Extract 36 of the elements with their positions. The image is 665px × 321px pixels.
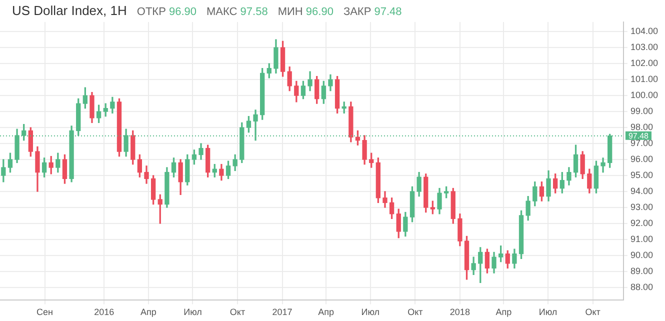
candlestick [600,158,606,173]
x-tick-label: Апр [318,307,334,318]
text: ЗАКР 97.48 [343,6,402,18]
y-tick-label: 98.00 [630,122,654,132]
y-tick-label: 88.00 [630,282,654,292]
y-tick-label: 96.00 [630,154,654,164]
y-tick-label: 90.00 [630,250,654,260]
x-tick-label: Апр [496,307,512,318]
y-tick-label: 89.00 [630,266,654,276]
x-tick-label: 2016 [94,307,114,318]
x-tick-label: Окт [230,307,246,318]
chart-title: US Dollar Index, 1H [12,3,127,18]
x-tick-label: Июл [538,307,558,318]
y-tick-label: 99.00 [630,106,654,116]
y-tick-label: 100.00 [630,90,658,100]
y-tick-label: 94.00 [630,186,654,196]
y-tick-label: 92.00 [630,218,654,228]
y-tick-label: 101.00 [630,74,658,84]
text: МАКС 97.58 [206,6,268,18]
x-tick-label: 2017 [272,307,292,318]
x-tick-label: Сен [36,307,54,318]
x-tick-label: Апр [140,307,156,318]
y-tick-label: 93.00 [630,202,654,212]
y-tick-label: 103.00 [630,42,658,52]
x-tick-label: Июл [361,307,380,318]
x-tick-label: Июл [184,307,202,318]
text: ОТКР 96.90 [136,6,196,18]
text: МИН 96.90 [278,6,334,18]
y-tick-label: 95.00 [630,170,654,180]
y-tick-label: 102.00 [630,58,658,68]
x-tick-label: Окт [408,307,423,318]
x-tick-label: 2018 [450,307,470,318]
y-tick-label: 91.00 [630,234,654,244]
x-tick-label: Окт [585,307,600,318]
y-tick-label: 104.00 [630,26,658,36]
ref-line-label: 97.48 [628,132,650,141]
